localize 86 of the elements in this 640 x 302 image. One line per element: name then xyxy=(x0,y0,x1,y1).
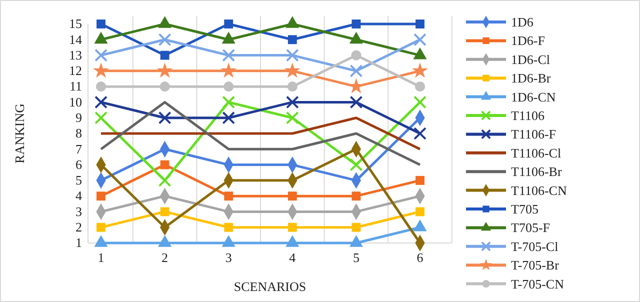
point xyxy=(96,82,106,92)
point xyxy=(414,82,426,92)
legend-label: T1106-Br xyxy=(511,164,562,180)
legend-label: 1D6-Cl xyxy=(511,52,550,67)
y-tick-label: 5 xyxy=(76,172,82,188)
y-tick-label: 3 xyxy=(76,204,82,219)
point xyxy=(94,96,108,109)
point xyxy=(158,33,172,46)
legend-label: 1D6 xyxy=(511,14,534,30)
point xyxy=(352,20,361,28)
x-tick-label: 6 xyxy=(416,250,424,266)
y-tick-label: 8 xyxy=(76,126,82,141)
point xyxy=(414,96,426,109)
y-tick-label: 2 xyxy=(76,220,82,235)
point xyxy=(158,174,172,187)
point xyxy=(222,111,236,124)
point xyxy=(287,82,298,92)
point xyxy=(416,20,424,28)
point xyxy=(158,111,172,124)
y-tick-label: 6 xyxy=(76,156,82,172)
y-tick-label: 9 xyxy=(76,110,82,126)
point xyxy=(352,222,361,232)
y-tick-label: 13 xyxy=(69,47,82,62)
y-tick-label: 7 xyxy=(76,141,82,156)
point xyxy=(286,111,299,124)
point xyxy=(224,82,234,92)
point xyxy=(222,48,236,62)
legend-label: T1106-CN xyxy=(511,182,568,198)
legend-label: T-705-Br xyxy=(511,258,560,273)
point xyxy=(160,50,170,60)
y-tick-label: 4 xyxy=(76,188,82,204)
legend-label: T1106 xyxy=(511,108,545,123)
x-tick-label: 5 xyxy=(352,250,360,266)
point xyxy=(286,96,299,109)
point xyxy=(96,222,106,232)
point xyxy=(350,158,363,172)
point xyxy=(222,96,236,109)
point xyxy=(160,82,170,92)
point xyxy=(94,48,108,62)
point xyxy=(96,192,106,201)
point xyxy=(288,192,297,201)
point xyxy=(414,127,426,140)
point xyxy=(160,160,170,170)
point xyxy=(94,111,108,124)
legend-label: 1D6-CN xyxy=(511,89,556,104)
legend-label: T705-F xyxy=(511,220,550,236)
legend-label: T705 xyxy=(511,202,538,216)
x-axis-title: SCENARIOS xyxy=(234,279,306,294)
point xyxy=(414,33,426,46)
point xyxy=(220,62,237,78)
point xyxy=(288,222,297,232)
point xyxy=(416,176,424,185)
legend-label: T-705-Cl xyxy=(511,238,559,254)
y-tick-label: 12 xyxy=(69,63,82,78)
point xyxy=(351,50,362,60)
point xyxy=(416,207,424,216)
x-tick-label: 2 xyxy=(162,250,168,266)
point xyxy=(160,207,170,216)
point xyxy=(224,20,234,28)
legend-label: T1106-F xyxy=(511,126,556,142)
y-tick-label: 10 xyxy=(69,94,82,110)
point xyxy=(352,192,361,201)
legend-label: 1D6-Br xyxy=(511,70,552,86)
point xyxy=(224,222,234,232)
y-tick-label: 15 xyxy=(69,16,82,32)
point xyxy=(288,35,297,44)
line-series xyxy=(100,100,422,166)
x-tick-label: 1 xyxy=(98,250,104,266)
y-axis-title: RANKING xyxy=(12,104,27,164)
point xyxy=(286,48,299,62)
point xyxy=(224,192,234,201)
legend-label: T1106-Cl xyxy=(511,145,562,160)
point xyxy=(284,62,300,78)
point xyxy=(96,20,106,28)
y-tick-label: 11 xyxy=(69,78,82,94)
point xyxy=(412,62,428,78)
point xyxy=(156,62,173,78)
legend-label: T-705-CN xyxy=(511,276,565,292)
x-tick-label: 3 xyxy=(225,250,232,266)
y-tick-label: 1 xyxy=(76,235,82,250)
legend-label: 1D6-F xyxy=(511,33,545,48)
x-tick-label: 4 xyxy=(289,250,296,266)
point xyxy=(350,64,363,78)
point xyxy=(350,96,363,109)
y-tick-label: 14 xyxy=(69,32,82,47)
point xyxy=(92,62,110,78)
